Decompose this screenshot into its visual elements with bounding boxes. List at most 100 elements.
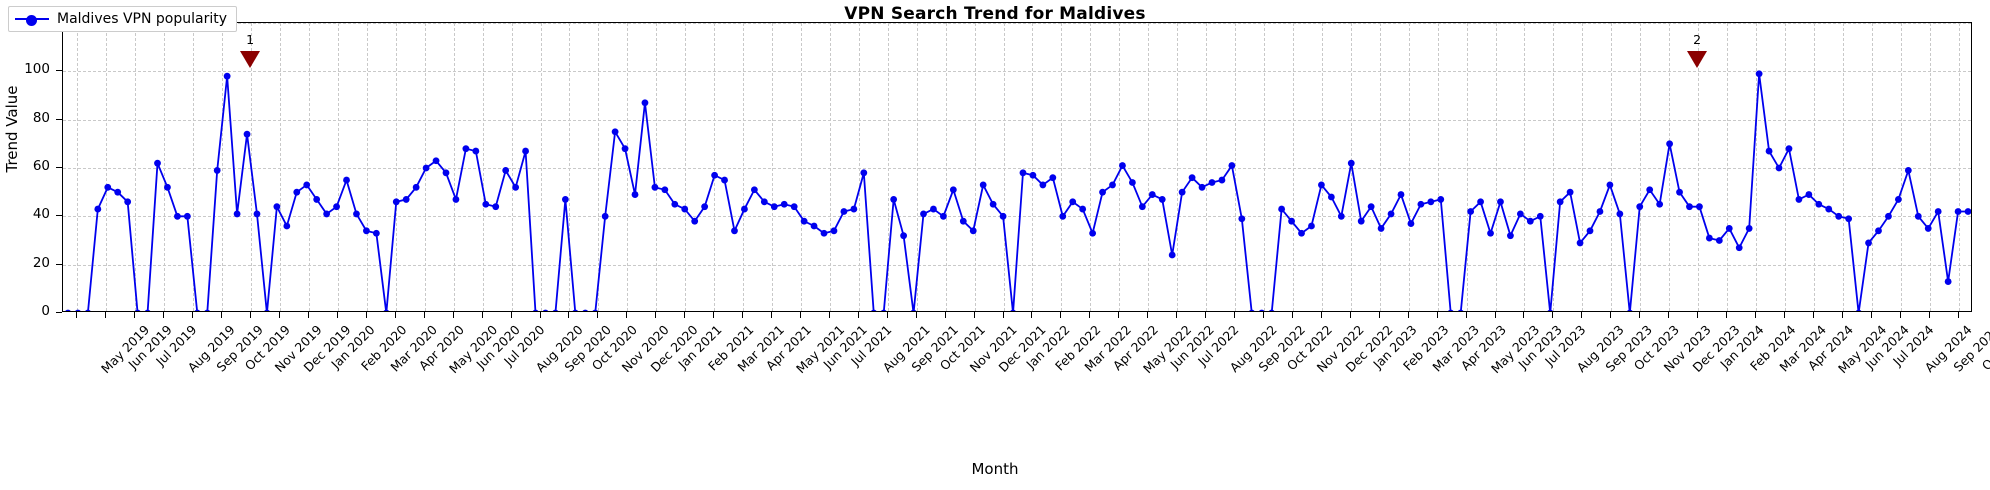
x-tick-mark <box>163 312 165 318</box>
data-point-marker <box>1397 191 1405 198</box>
x-tick-mark <box>336 312 338 318</box>
x-tick-mark <box>771 312 772 318</box>
data-point-marker <box>631 191 639 198</box>
data-point-marker <box>661 186 669 194</box>
grid-line-vertical <box>1466 23 1468 311</box>
data-point-marker <box>1924 225 1932 232</box>
data-point-marker <box>273 203 281 211</box>
data-point-marker <box>1258 309 1265 311</box>
chart-legend[interactable]: Maldives VPN popularity <box>8 6 238 32</box>
grid-line-vertical <box>1061 23 1063 311</box>
x-tick-mark <box>1697 312 1699 318</box>
data-point-marker <box>1755 70 1763 78</box>
data-point-marker <box>741 205 748 213</box>
grid-line-vertical <box>1698 23 1700 311</box>
data-point-marker <box>482 200 490 208</box>
grid-line-vertical <box>916 23 918 311</box>
x-tick-mark <box>1262 312 1264 318</box>
grid-line-vertical <box>1292 23 1294 311</box>
data-point-marker <box>1627 309 1633 311</box>
data-point-marker <box>711 171 718 179</box>
data-point-marker <box>432 157 440 165</box>
x-tick-mark <box>510 312 512 318</box>
data-point-marker <box>1467 208 1475 215</box>
data-point-marker <box>1387 210 1395 218</box>
data-point-marker <box>850 205 858 213</box>
data-point-marker <box>343 176 350 184</box>
x-tick-mark <box>1147 312 1149 318</box>
grid-line-vertical <box>1784 23 1786 311</box>
triangle-down-icon <box>240 50 261 68</box>
grid-line-horizontal <box>63 119 1971 121</box>
chart-title: VPN Search Trend for Maldives <box>844 4 1146 24</box>
data-point-marker <box>1696 203 1703 211</box>
data-point-marker <box>1686 203 1693 211</box>
data-point-marker <box>1099 188 1106 196</box>
data-point-marker <box>204 309 210 311</box>
data-point-marker <box>1158 196 1166 203</box>
data-point-marker <box>293 188 301 196</box>
grid-line-vertical <box>222 23 224 311</box>
data-point-marker <box>422 164 430 172</box>
grid-line-vertical <box>1842 23 1844 311</box>
data-point-marker <box>462 145 470 153</box>
grid-line-vertical <box>743 23 745 311</box>
x-tick-mark <box>713 312 715 318</box>
data-point-marker <box>880 309 887 311</box>
data-point-marker <box>1596 208 1604 215</box>
data-point-marker <box>1138 203 1146 211</box>
data-point-marker <box>1079 205 1087 213</box>
grid-line-vertical <box>135 23 137 311</box>
grid-line-vertical <box>395 23 397 311</box>
peak-annotation-label: 2 <box>1693 31 1702 47</box>
x-tick-mark <box>1639 312 1641 318</box>
x-tick-mark <box>1205 312 1207 318</box>
data-point-marker <box>353 210 360 218</box>
data-point-marker <box>233 210 241 218</box>
data-point-marker <box>750 186 758 194</box>
data-point-marker <box>830 227 838 235</box>
data-point-marker <box>1407 220 1415 227</box>
data-point-marker <box>770 203 778 211</box>
x-tick-mark <box>250 312 252 318</box>
x-tick-mark <box>973 312 975 318</box>
data-point-marker <box>1218 176 1226 184</box>
grid-line-vertical <box>1263 23 1265 311</box>
data-point-marker <box>124 198 132 206</box>
data-point-marker <box>1805 191 1813 198</box>
data-point-marker <box>1069 198 1077 206</box>
x-tick-mark <box>1610 312 1612 318</box>
grid-line-vertical <box>685 23 687 311</box>
data-point-marker <box>94 205 102 213</box>
y-tick-label: 20 <box>32 254 50 271</box>
data-point-marker <box>164 183 171 191</box>
x-tick-mark <box>1494 312 1496 318</box>
grid-line-vertical <box>627 23 629 311</box>
grid-line-vertical <box>337 23 339 311</box>
grid-line-vertical <box>598 23 600 311</box>
x-tick-mark <box>134 312 136 318</box>
grid-line-vertical <box>1148 23 1150 311</box>
data-point-marker <box>1019 169 1027 177</box>
data-point-marker <box>890 196 898 203</box>
data-point-marker <box>1676 188 1683 196</box>
data-point-marker <box>1208 179 1216 186</box>
grid-line-vertical <box>1495 23 1497 311</box>
data-point-marker <box>989 200 997 208</box>
x-tick-mark <box>394 312 396 318</box>
x-tick-mark <box>1118 312 1120 318</box>
data-point-marker <box>1148 191 1156 198</box>
data-point-marker <box>840 208 848 215</box>
x-tick-mark <box>828 312 830 318</box>
data-point-marker <box>999 212 1007 220</box>
data-point-marker <box>144 309 151 311</box>
data-point-marker <box>611 128 619 136</box>
x-tick-mark <box>1291 312 1293 318</box>
x-tick-mark <box>1668 312 1670 318</box>
grid-line-vertical <box>1755 23 1757 311</box>
x-tick-mark <box>1899 312 1901 318</box>
data-point-marker <box>949 186 957 194</box>
x-tick-mark <box>221 312 223 318</box>
peak-annotation: 2 <box>1687 32 1708 68</box>
data-point-marker <box>303 181 311 189</box>
